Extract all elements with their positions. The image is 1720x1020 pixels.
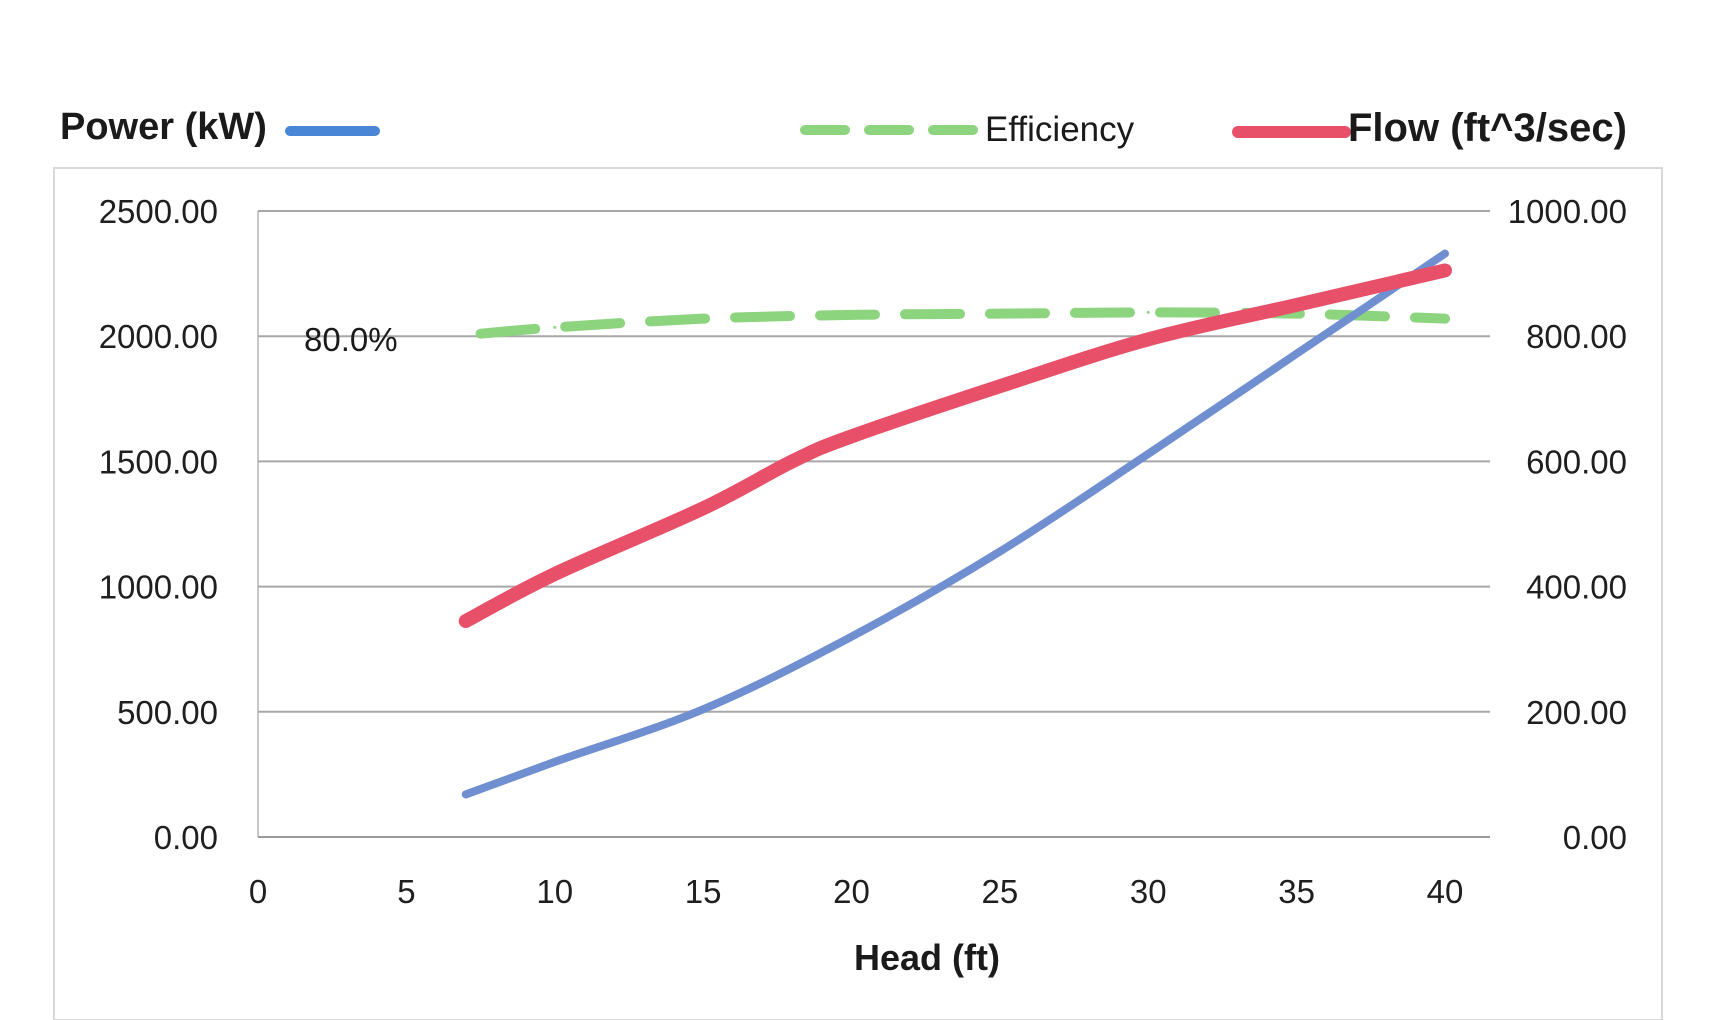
right-axis-title: Flow (ft^3/sec) [1348,106,1627,150]
data-point [464,792,468,796]
data-point [850,635,853,639]
y-right-tick-label: 800.00 [1526,318,1627,355]
data-point [479,332,483,336]
x-tick-label: 35 [1278,873,1315,910]
x-tick-label: 10 [536,873,573,910]
y-left-tick-label: 500.00 [117,694,218,731]
y-right-tick-label: 1000.00 [1508,193,1627,230]
x-tick-label: 25 [982,873,1019,910]
data-point [1295,352,1299,356]
efficiency-annotation: 80.0% [304,321,398,358]
ticks-layer: 0.00 500.00 1000.00 1500.00 2000.00 2500.00 0.… [99,193,1627,910]
data-point [790,459,794,463]
data-point [1295,312,1299,316]
data-point [1146,452,1150,456]
data-point [701,506,705,510]
chart-frame [53,167,1663,1020]
y-right-tick-label: 600.00 [1526,443,1627,480]
y-right-tick-label: 200.00 [1526,694,1627,731]
series-layer [458,249,1452,799]
data-point [701,707,705,711]
data-point [1295,303,1299,307]
y-right-tick-label: 400.00 [1526,569,1627,606]
left-axis-title: Power (kW) [60,106,267,148]
x-tick-label: 5 [397,873,415,910]
data-point [553,760,557,764]
data-point [998,384,1002,388]
data-point [850,313,853,317]
y-right-tick-label: 0.00 [1563,819,1627,856]
data-point [1443,317,1447,321]
legend-efficiency-label: Efficiency [985,110,1135,149]
gridlines [257,210,1490,838]
data-point [1443,268,1447,272]
y-left-tick-label: 2500.00 [99,193,218,230]
data-point [1443,252,1447,256]
data-point [1146,337,1150,341]
series-line-efficiency [475,307,1450,339]
data-point [998,312,1002,316]
data-point [701,317,705,321]
data-point [553,325,557,329]
data-point [1146,310,1150,314]
y-left-tick-label: 1000.00 [99,569,218,606]
x-tick-label: 0 [249,873,267,910]
y-left-tick-label: 2000.00 [99,318,218,355]
x-axis-title: Head (ft) [854,937,1000,978]
data-point [850,434,853,438]
data-point [998,550,1002,554]
x-tick-label: 20 [833,873,870,910]
data-point [464,619,468,623]
x-tick-label: 15 [685,873,722,910]
x-tick-label: 30 [1130,873,1167,910]
x-tick-label: 40 [1427,873,1464,910]
series-line-flow [458,263,1452,629]
series-line-power [461,249,1449,799]
y-left-tick-label: 0.00 [154,819,218,856]
data-point [553,572,557,576]
y-left-tick-label: 1500.00 [99,443,218,480]
